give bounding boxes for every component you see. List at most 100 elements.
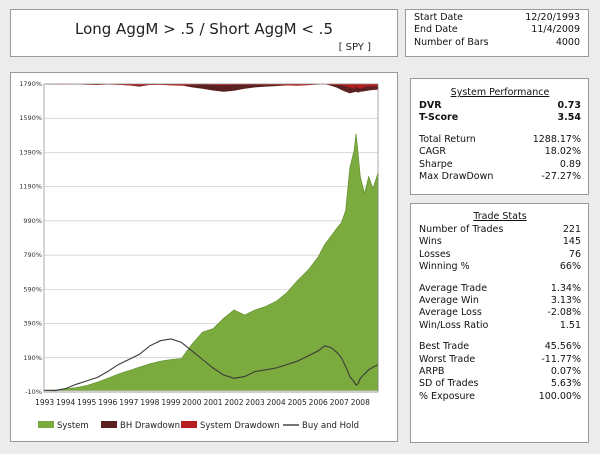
perf-label: Sharpe	[419, 158, 453, 170]
x-tick-label: 2005	[288, 398, 307, 407]
trade-value: 100.00%	[538, 390, 581, 402]
trade-value: -2.08%	[547, 307, 581, 319]
x-tick-label: 2007	[330, 398, 349, 407]
info-row-bars: Number of Bars 4000	[414, 37, 580, 49]
legend-label-system-drawdown: System Drawdown	[200, 421, 280, 431]
trade-label: Number of Trades	[419, 224, 504, 235]
trade-value: 145	[562, 236, 581, 248]
y-tick-label: 1590%	[19, 114, 42, 122]
perf-value: 3.54	[557, 112, 581, 124]
title-panel: Long AggM > .5 / Short AggM < .5 [ SPY ]	[10, 9, 398, 57]
trade-label: % Exposure	[419, 390, 476, 402]
symbol-label: [ SPY ]	[338, 42, 371, 53]
trade-row: Wins 145	[419, 236, 581, 248]
x-tick-label: 2006	[309, 398, 328, 407]
perf-label: CAGR	[419, 146, 446, 158]
trade-value: 66%	[559, 261, 581, 273]
equity-chart-panel: -10% 190% 390% 590% 790% 990% 1190% 1390% 1590% 1…	[10, 72, 398, 442]
trade-row: Average Trade 1.34%	[419, 283, 581, 295]
trade-row: Losses 76	[419, 249, 581, 261]
info-row-start-date: Start Date 12/20/1993	[414, 12, 580, 24]
trade-row: SD of Trades 5.63%	[419, 378, 581, 390]
info-value: 4000	[555, 36, 580, 48]
y-tick-label: 790%	[23, 251, 42, 259]
trade-label: Best Trade	[419, 341, 470, 353]
info-panel: Start Date 12/20/1993 End Date 11/4/2009 N…	[405, 9, 589, 57]
trade-label: Win/Loss Ratio	[419, 319, 489, 331]
x-tick-label: 2001	[203, 398, 222, 407]
x-tick-label: 1999	[161, 398, 180, 407]
trade-label: Losses	[419, 248, 451, 260]
trade-value: 3.13%	[550, 295, 581, 307]
trade-row: Win/Loss Ratio 1.51	[419, 320, 581, 332]
series-system-area	[43, 133, 379, 391]
trade-row: Average Loss -2.08%	[419, 307, 581, 319]
x-tick-label: 1997	[119, 398, 138, 407]
perf-value: 0.73	[557, 100, 581, 111]
series-bh-drawdown-area	[44, 84, 378, 94]
trade-label: Winning %	[419, 261, 470, 273]
trade-row: ARPB 0.07%	[419, 366, 581, 378]
perf-value: 0.89	[559, 158, 581, 170]
perf-label: Total Return	[419, 133, 476, 145]
trade-row: Worst Trade -11.77%	[419, 354, 581, 366]
legend-label-buy-and-hold: Buy and Hold	[302, 421, 359, 431]
series-buy-and-hold-line	[43, 338, 379, 392]
y-tick-label: 1190%	[19, 183, 42, 191]
perf-label: DVR	[419, 100, 442, 111]
perf-row-tscore: T-Score 3.54	[419, 112, 581, 124]
legend-swatch-system-drawdown	[181, 421, 197, 428]
x-tick-label: 1998	[140, 398, 159, 407]
x-tick-label: 2003	[246, 398, 265, 407]
perf-label: T-Score	[419, 112, 459, 124]
equity-chart: -10% 190% 390% 590% 790% 990% 1190% 1390% 1590% 1…	[19, 80, 379, 431]
trade-label: SD of Trades	[419, 378, 479, 390]
y-tick-label: 190%	[23, 354, 42, 362]
trade-value: 0.07%	[550, 366, 581, 378]
y-tick-label: 390%	[23, 320, 42, 328]
y-tick-label: -10%	[25, 388, 42, 396]
x-tick-label: 2008	[351, 398, 370, 407]
x-tick-label: 1995	[77, 398, 96, 407]
performance-title: System Performance	[450, 87, 550, 98]
trade-label: Average Loss	[419, 307, 482, 319]
trade-label: Average Win	[419, 295, 479, 307]
legend-label-bh-drawdown: BH Drawdown	[120, 421, 180, 431]
y-tick-label: 1390%	[19, 148, 42, 156]
trade-stats-panel: Trade Stats Number of Trades 221 Wins 145 …	[410, 203, 589, 443]
legend-label-system: System	[57, 421, 89, 431]
perf-label: Max DrawDown	[419, 171, 494, 183]
perf-row: Total Return 1288.17%	[419, 134, 581, 146]
trade-value: 1.34%	[550, 282, 581, 294]
perf-row-dvr: DVR 0.73	[419, 100, 581, 112]
x-tick-label: 2000	[182, 398, 201, 407]
trade-row: Number of Trades 221	[419, 224, 581, 236]
info-label: End Date	[414, 24, 458, 36]
x-tick-label: 2002	[224, 398, 243, 407]
info-label: Start Date	[414, 12, 463, 23]
trade-row: Winning % 66%	[419, 261, 581, 273]
trade-value: -11.77%	[541, 353, 581, 365]
y-tick-label: 990%	[23, 217, 42, 225]
trade-label: Worst Trade	[419, 353, 476, 365]
info-value: 11/4/2009	[531, 24, 580, 36]
page-title: Long AggM > .5 / Short AggM < .5	[74, 20, 333, 38]
x-tick-label: 1994	[56, 398, 75, 407]
y-tick-label: 590%	[23, 285, 42, 293]
trade-row: % Exposure 100.00%	[419, 391, 581, 403]
trade-value: 221	[562, 224, 581, 235]
x-tick-label: 2004	[267, 398, 286, 407]
trade-row: Best Trade 45.56%	[419, 341, 581, 353]
perf-row: CAGR 18.02%	[419, 146, 581, 158]
info-label: Number of Bars	[414, 36, 489, 48]
perf-value: 18.02%	[544, 146, 581, 158]
trade-value: 1.51	[559, 319, 581, 331]
trade-label: Wins	[419, 236, 442, 248]
trade-label: Average Trade	[419, 282, 488, 294]
perf-row: Max DrawDown -27.27%	[419, 171, 581, 183]
trade-value: 5.63%	[550, 378, 581, 390]
perf-value: -27.27%	[541, 171, 581, 183]
series-system-drawdown-area	[44, 84, 378, 89]
perf-value: 1288.17%	[532, 133, 581, 145]
perf-row: Sharpe 0.89	[419, 159, 581, 171]
